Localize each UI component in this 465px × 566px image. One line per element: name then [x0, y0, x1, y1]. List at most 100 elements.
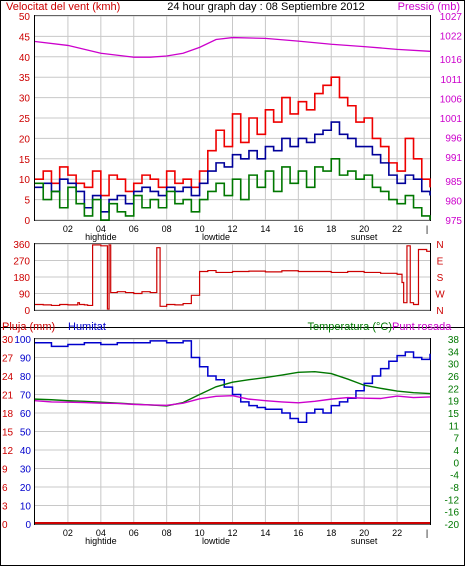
pressure-y-tick-label: 1006	[440, 94, 463, 105]
x-event-label-bottom: hightide	[85, 536, 117, 546]
pressure-y-tick-label: 985	[445, 177, 462, 188]
wind-y-tick-label: 35	[19, 73, 31, 84]
temperature-y-tick-label: 22	[448, 384, 460, 395]
humidity-y-tick-label: 90	[20, 354, 32, 365]
x-tick-label-top: 20	[359, 224, 369, 234]
rain-y-tick-label: 3	[2, 502, 8, 513]
rain-y-tick-label: 0	[2, 520, 8, 531]
x-tick-label-bottom: 12	[227, 528, 237, 538]
pressure-y-tick-label: 1016	[440, 55, 463, 66]
humidity-axis-title: Humitat	[68, 321, 106, 333]
direction-y-tick-label: 0	[24, 306, 30, 317]
humidity-y-tick-label: 70	[20, 391, 32, 402]
x-tick-label-top: 22	[392, 224, 402, 234]
compass-label: N	[436, 306, 443, 317]
humidity-y-tick-label: 20	[20, 483, 32, 494]
rain-y-tick-label: 6	[2, 483, 8, 494]
wind-y-tick-label: 20	[19, 134, 31, 145]
x-tick-label-top: 18	[326, 224, 336, 234]
x-event-label-top: lowtide	[202, 232, 230, 242]
x-end-marker: |	[426, 528, 428, 538]
wind-y-tick-label: 0	[24, 216, 30, 227]
temperature-y-tick-label: 15	[448, 409, 460, 420]
temperature-y-tick-label: 7	[453, 434, 459, 445]
wind-y-tick-label: 30	[19, 94, 31, 105]
compass-label: W	[435, 290, 445, 301]
wind-min-line	[35, 158, 431, 221]
temperature-y-tick-label: 34	[448, 347, 460, 358]
temperature-y-tick-label: -16	[445, 508, 460, 519]
humidity-y-tick-label: 80	[20, 372, 32, 383]
dewpoint-axis-title: Punt rosada	[392, 321, 452, 333]
rain-y-tick-label: 24	[2, 372, 14, 383]
x-tick-label-top: 06	[129, 224, 139, 234]
wind-y-tick-label: 25	[19, 114, 31, 125]
temperature-y-tick-label: -12	[445, 495, 460, 506]
rain-axis-title: Pluja (mm)	[2, 321, 55, 333]
chart-title: 24 hour graph day : 08 Septiembre 2012	[167, 1, 365, 13]
pressure-y-tick-label: 980	[445, 196, 462, 207]
rain-y-tick-label: 18	[2, 409, 14, 420]
humidity-y-tick-label: 100	[14, 335, 31, 346]
compass-label: S	[437, 273, 444, 284]
x-tick-label-bottom: 18	[326, 528, 336, 538]
humidity-y-tick-label: 30	[20, 465, 32, 476]
compass-label: E	[437, 257, 444, 268]
dewpoint-line	[34, 395, 431, 406]
pressure-y-tick-label: 996	[445, 134, 462, 145]
temperature-y-tick-label: -4	[450, 471, 459, 482]
wind-speed-axis-title: Velocitat del vent (kmh)	[6, 1, 120, 13]
temperature-y-tick-label: -20	[445, 520, 460, 531]
x-event-label-bottom: lowtide	[202, 536, 230, 546]
x-tick-label-bottom: 02	[63, 528, 73, 538]
temperature-y-tick-label: 11	[449, 421, 460, 432]
x-event-label-bottom: sunset	[351, 536, 378, 546]
rain-y-tick-label: 12	[2, 446, 14, 457]
x-tick-label-top: 12	[227, 224, 237, 234]
x-tick-label-bottom: 22	[392, 528, 402, 538]
x-tick-label-bottom: 10	[195, 528, 205, 538]
temperature-y-tick-label: 19	[448, 397, 460, 408]
wind-direction-line	[35, 244, 430, 310]
temperature-y-tick-label: 30	[448, 360, 460, 371]
wind-y-tick-label: 50	[19, 12, 31, 23]
direction-y-tick-label: 270	[13, 257, 30, 268]
compass-label: N	[436, 240, 443, 251]
x-event-label-top: sunset	[351, 232, 378, 242]
direction-y-tick-label: 180	[13, 273, 30, 284]
x-tick-label-top: 14	[260, 224, 270, 234]
x-tick-label-bottom: 20	[359, 528, 369, 538]
pressure-line	[34, 36, 431, 58]
x-tick-label-bottom: 08	[162, 528, 172, 538]
x-tick-label-bottom: 14	[260, 528, 270, 538]
wind-y-tick-label: 5	[24, 196, 30, 207]
wind-y-tick-label: 10	[19, 175, 31, 186]
x-tick-label-top: 02	[63, 224, 73, 234]
pressure-y-tick-label: 1001	[440, 114, 463, 125]
temperature-y-tick-label: 26	[448, 372, 460, 383]
humidity-y-tick-label: 0	[25, 520, 31, 531]
rain-y-tick-label: 27	[2, 354, 14, 365]
pressure-y-tick-label: 975	[445, 216, 462, 227]
x-end-marker: |	[426, 224, 428, 234]
humidity-y-tick-label: 60	[20, 409, 32, 420]
humidity-y-tick-label: 10	[20, 502, 32, 513]
humidity-line	[35, 340, 431, 423]
rain-y-tick-label: 9	[2, 465, 8, 476]
rain-y-tick-label: 30	[2, 335, 14, 346]
temperature-y-tick-label: -8	[450, 483, 459, 494]
direction-y-tick-label: 360	[13, 240, 30, 251]
pressure-y-tick-label: 1022	[440, 32, 463, 43]
temperature-line	[34, 370, 431, 407]
x-tick-label-top: 04	[96, 224, 106, 234]
temperature-y-tick-label: 4	[453, 446, 459, 457]
pressure-y-tick-label: 1027	[440, 12, 463, 23]
x-event-label-top: hightide	[85, 232, 117, 242]
humidity-y-tick-label: 40	[20, 446, 32, 457]
temperature-y-tick-label: 38	[448, 335, 460, 346]
x-tick-label-top: 10	[195, 224, 205, 234]
wind-y-tick-label: 15	[19, 155, 31, 166]
rain-y-tick-label: 21	[2, 391, 14, 402]
